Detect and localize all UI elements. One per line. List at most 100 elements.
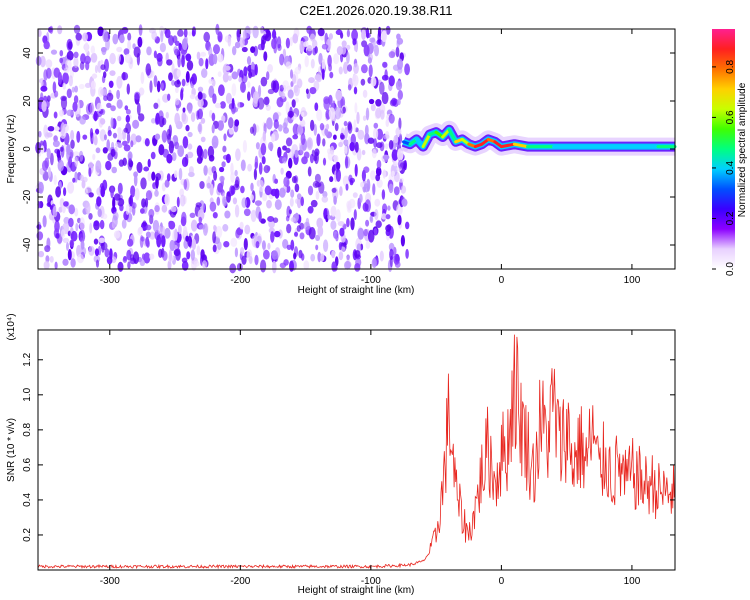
noise-blob [145,231,151,238]
noise-blob [60,95,67,102]
noise-blob [57,72,63,85]
noise-blob [161,117,167,126]
noise-blob [140,236,145,242]
noise-blob [234,119,240,127]
y-tick-label: 0.2 [22,528,33,542]
spectrogram-noise-layer [35,23,410,274]
noise-blob [102,213,108,220]
noise-blob [323,239,329,252]
noise-blob [137,36,143,48]
noise-blob [100,242,108,251]
noise-blob [166,153,173,164]
noise-blob [174,170,178,179]
noise-blob [49,25,54,34]
noise-blob [186,251,191,260]
noise-blob [37,29,42,37]
noise-blob [140,208,145,214]
noise-blob [317,27,325,37]
noise-blob [314,173,321,183]
noise-blob [310,199,318,208]
noise-blob [363,228,369,237]
x-tick-label: -300 [100,576,120,587]
noise-blob [185,235,189,242]
x-tick-label: -300 [100,275,120,286]
noise-blob [49,256,54,263]
noise-blob [294,183,300,193]
noise-blob [144,197,149,208]
noise-blob [382,203,388,214]
noise-blob [276,36,282,49]
noise-blob [311,149,315,157]
noise-blob [385,25,391,35]
noise-blob [379,81,385,95]
noise-blob [280,167,284,175]
noise-blob [324,128,329,136]
noise-blob [199,148,204,161]
colorbar-gradient [712,29,735,269]
noise-blob [180,216,187,227]
noise-blob [72,101,78,112]
noise-blob [278,124,283,132]
noise-blob [279,53,285,66]
noise-blob [223,133,227,142]
noise-blob [153,50,157,59]
noise-blob [133,173,138,187]
noise-blob [388,51,396,59]
noise-blob [211,135,219,149]
noise-blob [171,152,177,162]
noise-blob [304,55,309,68]
noise-blob [174,228,178,241]
noise-blob [46,132,53,138]
noise-blob [335,209,341,222]
signal-ridge-segment [499,142,516,149]
noise-blob [107,129,112,137]
noise-blob [155,112,160,125]
noise-blob [375,220,382,228]
noise-blob [330,220,337,230]
noise-blob [243,238,248,251]
noise-blob [42,215,47,228]
noise-blob [359,193,363,203]
noise-blob [135,135,142,143]
noise-blob [331,187,337,193]
noise-blob [203,165,208,176]
noise-blob [364,124,369,136]
noise-blob [307,166,312,177]
noise-blob [388,140,394,150]
noise-blob [180,89,184,101]
noise-blob [263,96,270,106]
noise-blob [294,149,299,158]
noise-blob [54,220,60,233]
noise-blob [354,163,358,177]
noise-blob [116,89,120,100]
noise-blob [174,112,181,126]
noise-blob [392,161,398,167]
noise-blob [109,52,116,65]
noise-blob [46,95,51,102]
noise-blob [272,112,279,123]
noise-blob [312,47,317,56]
noise-blob [353,119,357,132]
noise-blob [330,205,337,217]
noise-blob [342,175,350,187]
noise-blob [121,219,127,229]
noise-blob [67,181,75,194]
noise-blob [73,51,79,58]
noise-blob [282,157,287,164]
noise-blob [215,102,221,109]
noise-blob [308,227,316,240]
snr-x-axis-label: Height of straight line (km) [298,585,415,596]
noise-blob [333,53,340,65]
noise-blob [321,68,325,81]
noise-blob [132,205,136,216]
noise-blob [282,80,290,89]
noise-blob [388,183,394,194]
noise-blob [182,225,188,238]
noise-blob [398,177,404,183]
noise-blob [296,197,302,209]
noise-blob [167,260,172,270]
noise-blob [68,204,75,215]
noise-blob [271,250,279,260]
noise-blob [177,55,181,68]
noise-blob [176,196,180,208]
